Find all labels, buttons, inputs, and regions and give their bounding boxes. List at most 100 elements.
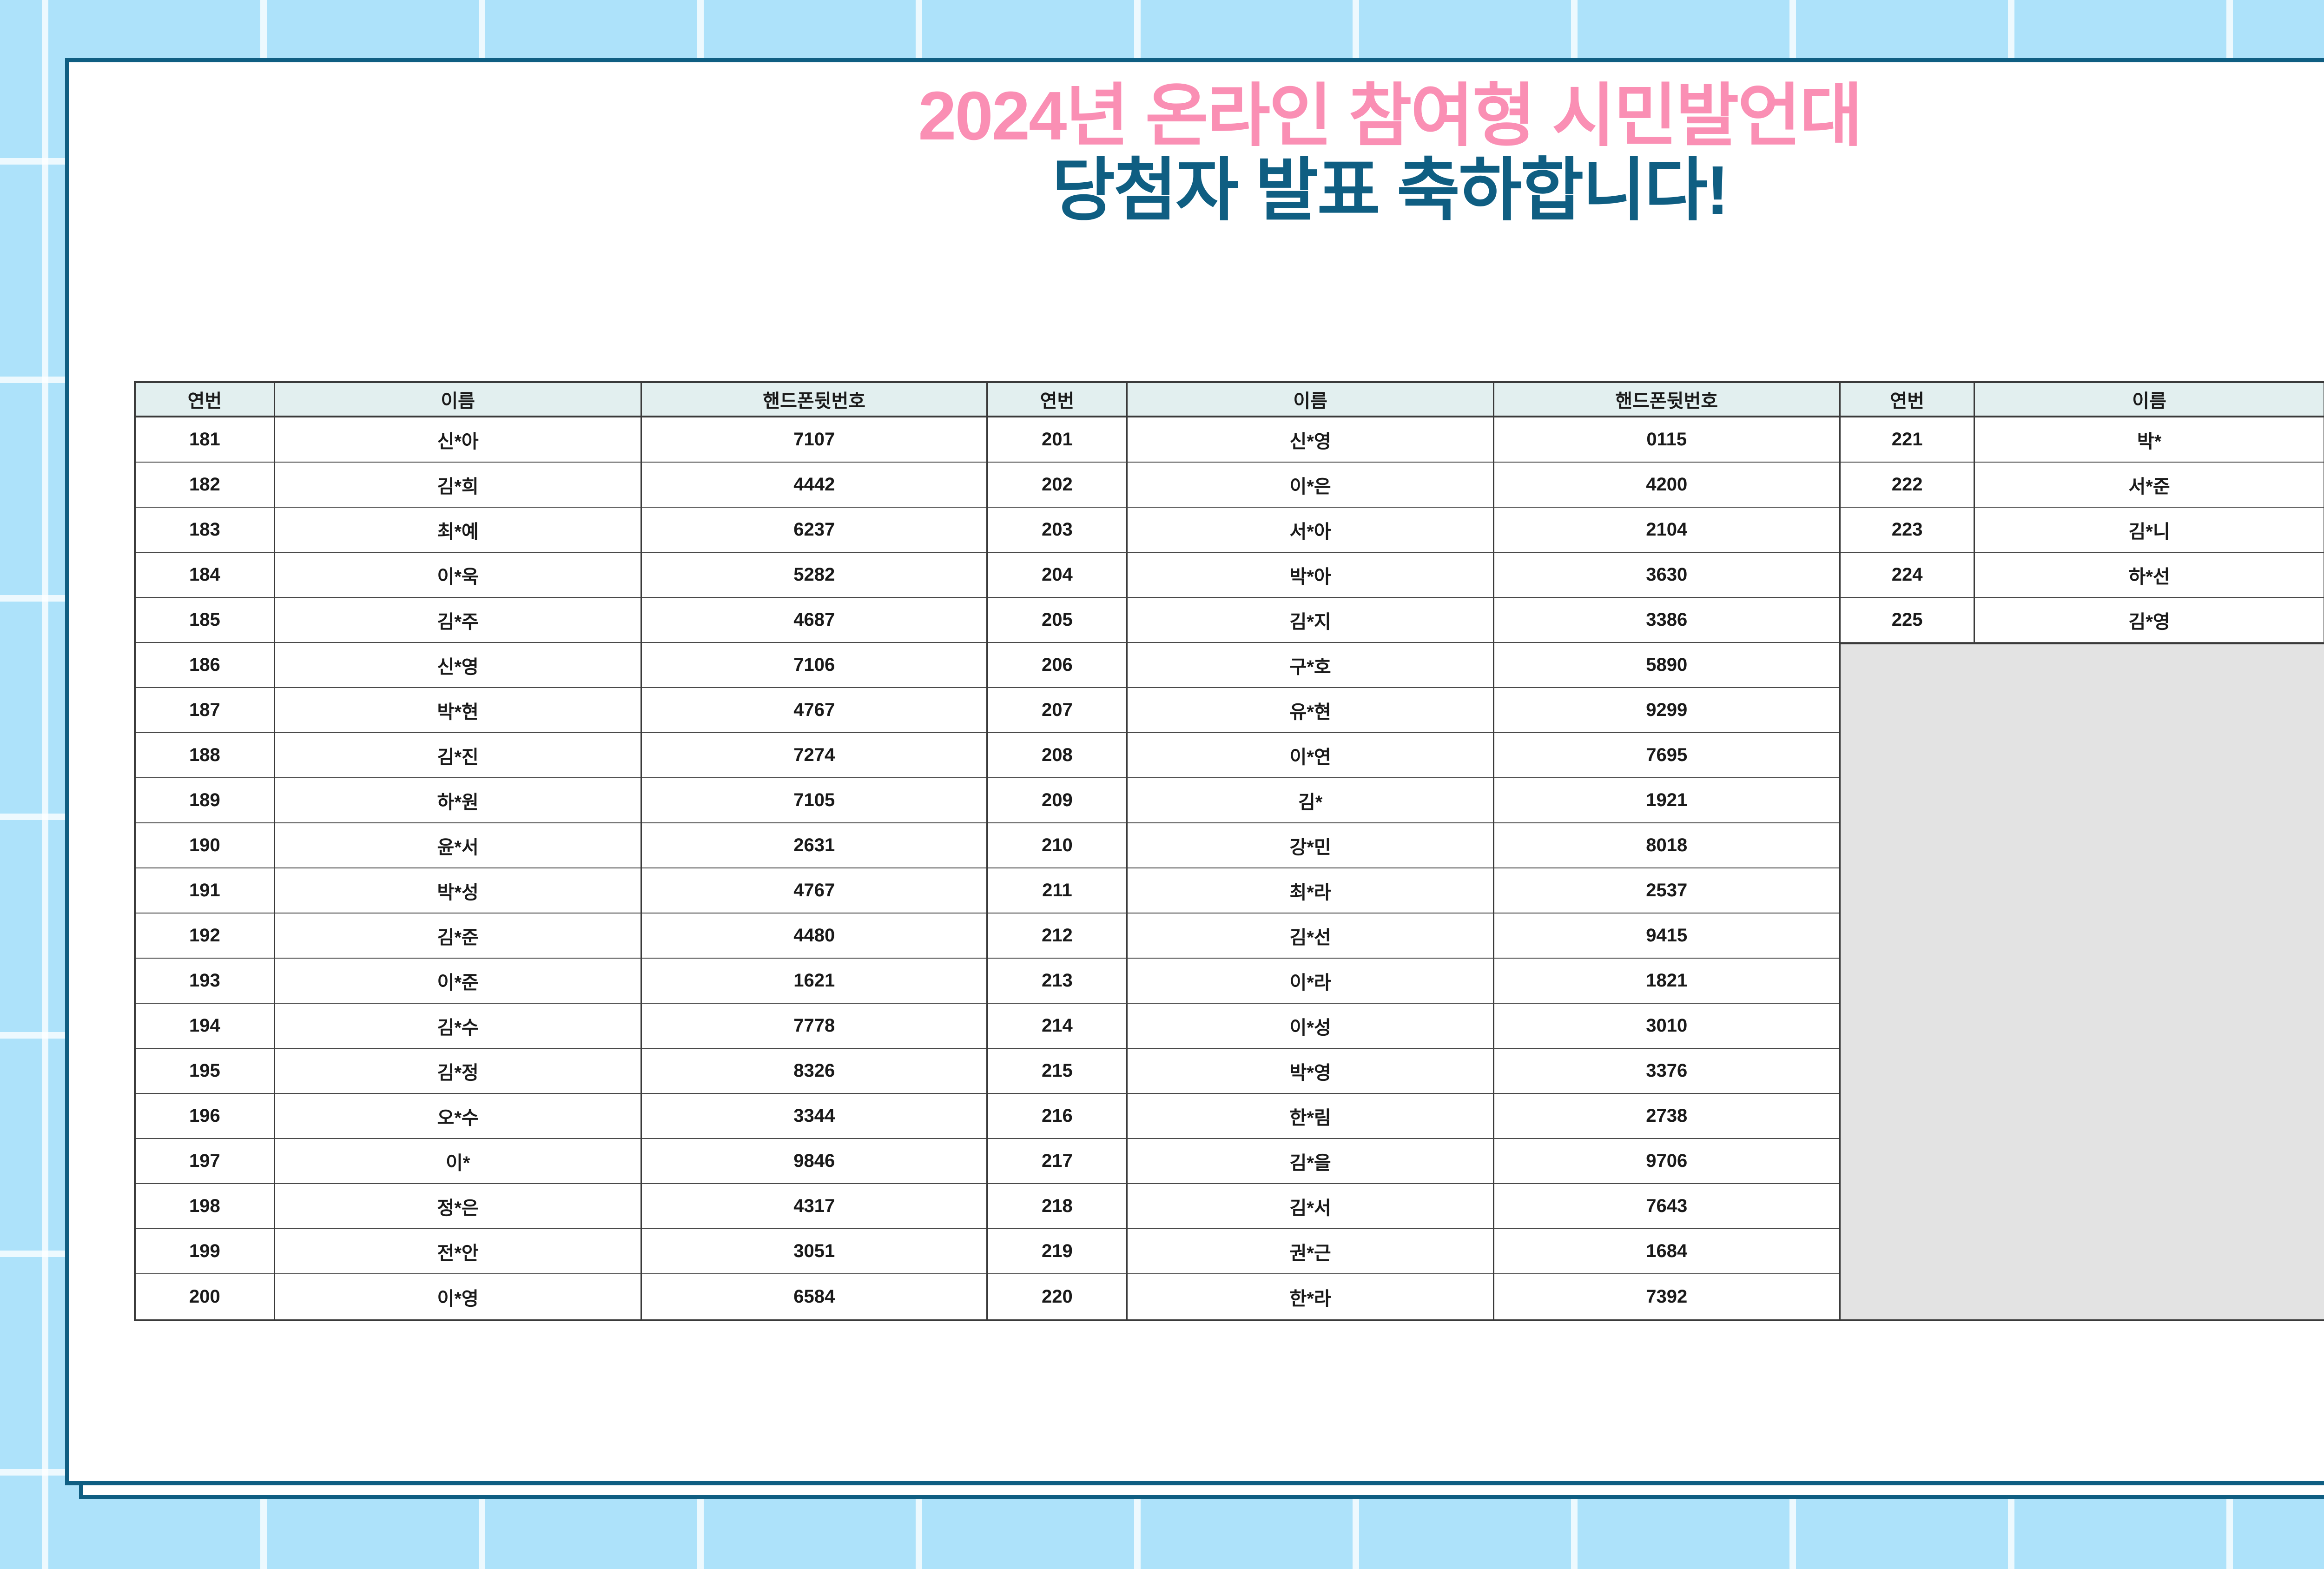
cell-serial: 206 bbox=[988, 643, 1128, 688]
cell-serial: 204 bbox=[988, 553, 1128, 598]
table-row: 186 신*영 7106 bbox=[136, 643, 986, 688]
table-row: 205 김*지 3386 bbox=[988, 598, 1839, 643]
column-header-1: 이름 bbox=[1975, 383, 2324, 417]
cell-serial: 200 bbox=[136, 1274, 275, 1319]
cell-phone-last4: 2537 bbox=[1494, 868, 1839, 914]
cell-name: 김*니 bbox=[1975, 508, 2324, 553]
cell-phone-last4: 8018 bbox=[1494, 823, 1839, 868]
cell-phone-last4: 6584 bbox=[642, 1274, 986, 1319]
cell-name: 박*현 bbox=[275, 688, 642, 733]
cell-serial: 217 bbox=[988, 1139, 1128, 1184]
cell-name: 김*진 bbox=[275, 733, 642, 778]
cell-name: 이*성 bbox=[1127, 1004, 1495, 1049]
cell-name: 박*성 bbox=[275, 868, 642, 914]
cell-serial: 194 bbox=[136, 1004, 275, 1049]
table-row: 194 김*수 7778 bbox=[136, 1004, 986, 1049]
cell-serial: 211 bbox=[988, 868, 1128, 914]
table-row: 199 전*안 3051 bbox=[136, 1229, 986, 1274]
cell-serial: 208 bbox=[988, 733, 1128, 778]
table-row: 181 신*아 7107 bbox=[136, 417, 986, 463]
cell-name: 이*준 bbox=[275, 959, 642, 1004]
cell-serial: 222 bbox=[1841, 463, 1975, 508]
cell-name: 이*영 bbox=[275, 1274, 642, 1319]
cell-name: 정*은 bbox=[275, 1184, 642, 1229]
cell-serial: 193 bbox=[136, 959, 275, 1004]
table-row: 207 유*현 9299 bbox=[988, 688, 1839, 733]
cell-serial: 183 bbox=[136, 508, 275, 553]
cell-name: 이*연 bbox=[1127, 733, 1495, 778]
cell-name: 신*영 bbox=[1127, 417, 1495, 463]
cell-phone-last4: 4480 bbox=[642, 914, 986, 959]
cell-phone-last4: 1684 bbox=[1494, 1229, 1839, 1274]
cell-serial: 202 bbox=[988, 463, 1128, 508]
column-header-1: 이름 bbox=[1127, 383, 1495, 417]
cell-serial: 203 bbox=[988, 508, 1128, 553]
table-row: 195 김*정 8326 bbox=[136, 1049, 986, 1094]
cell-serial: 215 bbox=[988, 1049, 1128, 1094]
cell-serial: 199 bbox=[136, 1229, 275, 1274]
cell-name: 김*준 bbox=[275, 914, 642, 959]
cell-serial: 205 bbox=[988, 598, 1128, 643]
cell-serial: 216 bbox=[988, 1094, 1128, 1139]
cell-name: 이*라 bbox=[1127, 959, 1495, 1004]
cell-serial: 187 bbox=[136, 688, 275, 733]
cell-name: 김*주 bbox=[275, 598, 642, 643]
cell-name: 구*호 bbox=[1127, 643, 1495, 688]
cell-serial: 220 bbox=[988, 1274, 1128, 1319]
cell-name: 신*영 bbox=[275, 643, 642, 688]
cell-phone-last4: 9846 bbox=[642, 1139, 986, 1184]
table-row: 206 구*호 5890 bbox=[988, 643, 1839, 688]
table-row: 193 이*준 1621 bbox=[136, 959, 986, 1004]
cell-phone-last4: 4687 bbox=[642, 598, 986, 643]
cell-serial: 191 bbox=[136, 868, 275, 914]
cell-phone-last4: 3376 bbox=[1494, 1049, 1839, 1094]
cell-name: 김*정 bbox=[275, 1049, 642, 1094]
cell-phone-last4: 9415 bbox=[1494, 914, 1839, 959]
table-row: 196 오*수 3344 bbox=[136, 1094, 986, 1139]
table-row: 220 한*라 7392 bbox=[988, 1274, 1839, 1319]
table-row: 211 최*라 2537 bbox=[988, 868, 1839, 914]
table-row: 182 김*희 4442 bbox=[136, 463, 986, 508]
table-row: 216 한*림 2738 bbox=[988, 1094, 1839, 1139]
column-header-2: 핸드폰뒷번호 bbox=[642, 383, 986, 417]
empty-filler-area bbox=[1841, 643, 2324, 1319]
cell-phone-last4: 9706 bbox=[1494, 1139, 1839, 1184]
cell-name: 김*지 bbox=[1127, 598, 1495, 643]
cell-phone-last4: 3386 bbox=[1494, 598, 1839, 643]
cell-phone-last4: 8326 bbox=[642, 1049, 986, 1094]
column-header-0: 연번 bbox=[988, 383, 1128, 417]
cell-name: 최*예 bbox=[275, 508, 642, 553]
cell-serial: 182 bbox=[136, 463, 275, 508]
cell-name: 하*원 bbox=[275, 778, 642, 823]
cell-name: 하*선 bbox=[1975, 553, 2324, 598]
cell-phone-last4: 5282 bbox=[642, 553, 986, 598]
cell-name: 권*근 bbox=[1127, 1229, 1495, 1274]
cell-name: 이* bbox=[275, 1139, 642, 1184]
cell-serial: 196 bbox=[136, 1094, 275, 1139]
cell-name: 김*서 bbox=[1127, 1184, 1495, 1229]
cell-serial: 214 bbox=[988, 1004, 1128, 1049]
table-row: 217 김*을 9706 bbox=[988, 1139, 1839, 1184]
cell-serial: 209 bbox=[988, 778, 1128, 823]
cell-name: 김*희 bbox=[275, 463, 642, 508]
cell-serial: 224 bbox=[1841, 553, 1975, 598]
table-row: 210 강*민 8018 bbox=[988, 823, 1839, 868]
cell-phone-last4: 3051 bbox=[642, 1229, 986, 1274]
cell-serial: 186 bbox=[136, 643, 275, 688]
cell-phone-last4: 2631 bbox=[642, 823, 986, 868]
cell-name: 최*라 bbox=[1127, 868, 1495, 914]
cell-name: 서*준 bbox=[1975, 463, 2324, 508]
column-header-0: 연번 bbox=[136, 383, 275, 417]
cell-name: 한*림 bbox=[1127, 1094, 1495, 1139]
table-row: 215 박*영 3376 bbox=[988, 1049, 1839, 1094]
table-block-2: 연번 이름 핸드폰뒷번호 201 신*영 0115 202 이*은 4200 203 서*아 2104… bbox=[986, 381, 1839, 1321]
cell-phone-last4: 2104 bbox=[1494, 508, 1839, 553]
cell-serial: 207 bbox=[988, 688, 1128, 733]
cell-name: 김*수 bbox=[275, 1004, 642, 1049]
cell-name: 김* bbox=[1127, 778, 1495, 823]
